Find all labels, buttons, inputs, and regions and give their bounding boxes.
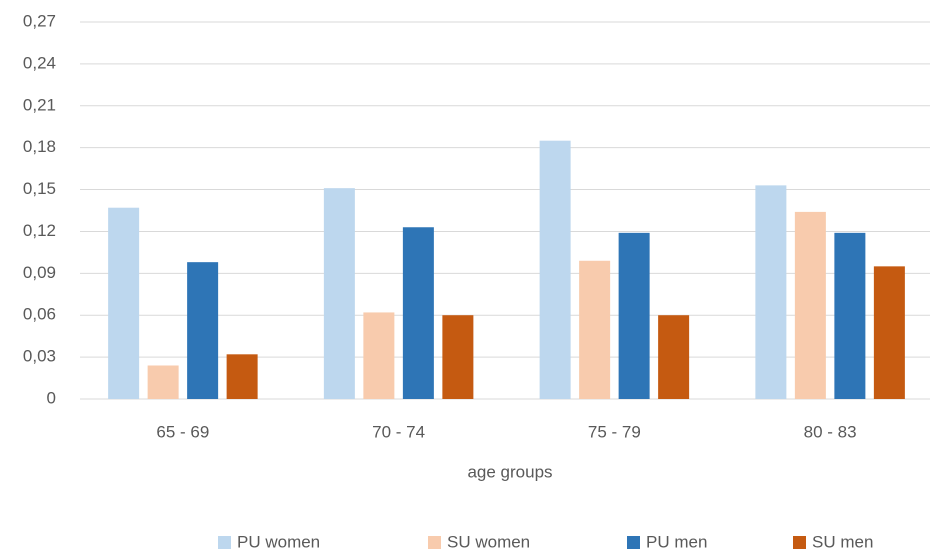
y-tick-label: 0,24 — [23, 53, 56, 72]
bar — [187, 262, 219, 399]
bar — [873, 266, 905, 399]
bar — [363, 312, 395, 399]
y-tick-label: 0,27 — [23, 11, 56, 30]
y-tick-label: 0,09 — [23, 263, 56, 282]
bar — [618, 232, 650, 399]
bar — [658, 315, 690, 399]
legend-swatch — [627, 536, 640, 549]
legend-label: SU men — [812, 532, 873, 551]
bar — [323, 188, 355, 399]
y-tick-label: 0,03 — [23, 347, 56, 366]
bar — [442, 315, 474, 399]
bar — [402, 227, 434, 399]
bar — [834, 232, 866, 399]
y-tick-label: 0,21 — [23, 95, 56, 114]
legend-label: PU women — [237, 532, 320, 551]
x-tick-label: 75 - 79 — [588, 422, 641, 441]
bar — [755, 185, 787, 399]
y-tick-label: 0,15 — [23, 179, 56, 198]
bar — [794, 211, 826, 399]
y-tick-label: 0,18 — [23, 137, 56, 156]
legend-swatch — [218, 536, 231, 549]
bar — [147, 365, 179, 399]
legend-label: PU men — [646, 532, 707, 551]
legend-swatch — [428, 536, 441, 549]
bar — [579, 260, 611, 399]
y-tick-label: 0 — [47, 388, 56, 407]
y-tick-label: 0,06 — [23, 305, 56, 324]
x-tick-label: 65 - 69 — [156, 422, 209, 441]
bar — [226, 354, 258, 399]
y-tick-label: 0,12 — [23, 221, 56, 240]
x-tick-label: 70 - 74 — [372, 422, 425, 441]
bar — [539, 140, 571, 399]
x-tick-label: 80 - 83 — [804, 422, 857, 441]
legend-swatch — [793, 536, 806, 549]
legend-label: SU women — [447, 532, 530, 551]
x-axis-label: age groups — [467, 462, 552, 481]
bar — [108, 207, 140, 399]
